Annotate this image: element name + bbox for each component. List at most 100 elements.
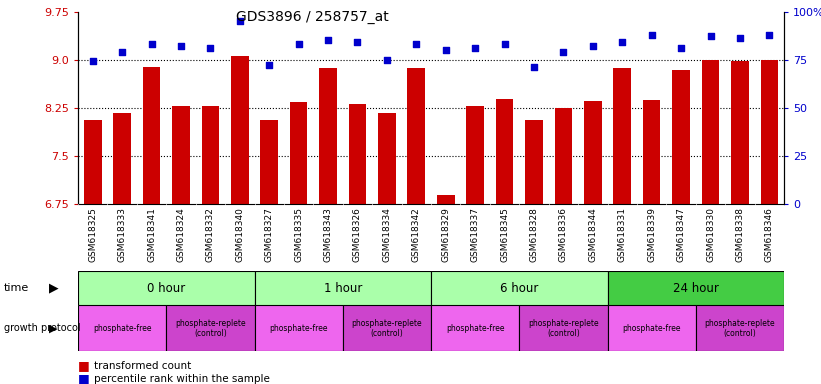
Bar [84,120,102,204]
Bar [343,305,431,351]
Bar [260,120,278,204]
Bar [78,305,166,351]
Text: GSM618333: GSM618333 [117,207,126,262]
Bar [431,305,519,351]
Bar [613,68,631,204]
Text: transformed count: transformed count [94,361,191,371]
Point [439,47,452,53]
Text: growth protocol: growth protocol [4,323,80,333]
Text: GSM618332: GSM618332 [206,207,215,262]
Text: GSM618328: GSM618328 [530,207,539,262]
Bar [166,305,255,351]
Bar [643,100,661,204]
Bar [255,305,343,351]
Text: GSM618326: GSM618326 [353,207,362,262]
Text: phosphate-replete
(control): phosphate-replete (control) [351,319,422,338]
Text: 1 hour: 1 hour [323,281,362,295]
Point [351,39,364,45]
Text: GSM618340: GSM618340 [236,207,245,262]
Text: GSM618344: GSM618344 [589,207,598,262]
Text: phosphate-free: phosphate-free [446,324,504,333]
Bar [555,108,572,204]
Bar [349,104,366,204]
Bar [608,271,784,305]
Bar [672,70,690,204]
Text: GSM618339: GSM618339 [647,207,656,262]
Bar [202,106,219,204]
Text: GSM618342: GSM618342 [412,207,421,262]
Point [586,43,599,49]
Text: GSM618334: GSM618334 [383,207,392,262]
Text: GSM618331: GSM618331 [617,207,626,262]
Bar [231,56,249,204]
Text: GDS3896 / 258757_at: GDS3896 / 258757_at [236,10,388,23]
Point [498,41,511,47]
Bar [172,106,190,204]
Bar [407,68,425,204]
Point [704,33,717,40]
Bar [525,120,543,204]
Bar [731,61,749,204]
Text: GSM618341: GSM618341 [147,207,156,262]
Point [380,56,393,63]
Text: phosphate-replete
(control): phosphate-replete (control) [704,319,775,338]
Point [645,31,658,38]
Bar [431,271,608,305]
Bar [466,106,484,204]
Point [292,41,305,47]
Text: 6 hour: 6 hour [500,281,539,295]
Bar [378,113,396,204]
Bar [496,99,513,204]
Text: GSM618345: GSM618345 [500,207,509,262]
Bar [255,271,431,305]
Point [675,45,688,51]
Text: phosphate-free: phosphate-free [269,324,328,333]
Text: phosphate-replete
(control): phosphate-replete (control) [175,319,245,338]
Text: GSM618330: GSM618330 [706,207,715,262]
Point [86,58,99,65]
Point [410,41,423,47]
Bar [702,60,719,204]
Point [263,62,276,68]
Point [116,49,129,55]
Text: phosphate-replete
(control): phosphate-replete (control) [528,319,599,338]
Bar [319,68,337,204]
Text: GSM618325: GSM618325 [88,207,97,262]
Point [557,49,570,55]
Point [204,45,217,51]
Bar [78,271,255,305]
Bar [437,195,455,204]
Text: ■: ■ [78,359,89,372]
Text: GSM618329: GSM618329 [441,207,450,262]
Text: GSM618338: GSM618338 [736,207,745,262]
Point [145,41,158,47]
Text: GSM618346: GSM618346 [765,207,774,262]
Bar [290,103,308,204]
Point [733,35,746,41]
Text: GSM618347: GSM618347 [677,207,686,262]
Text: GSM618337: GSM618337 [470,207,479,262]
Point [616,39,629,45]
Text: phosphate-free: phosphate-free [93,324,151,333]
Text: ■: ■ [78,372,89,384]
Bar [695,305,784,351]
Bar [760,60,778,204]
Text: percentile rank within the sample: percentile rank within the sample [94,374,270,384]
Text: GSM618324: GSM618324 [177,207,186,262]
Bar [143,67,160,204]
Point [233,18,246,24]
Text: GSM618336: GSM618336 [559,207,568,262]
Point [469,45,482,51]
Text: 24 hour: 24 hour [673,281,718,295]
Bar [113,113,131,204]
Point [322,37,335,43]
Bar [584,101,602,204]
Bar [608,305,696,351]
Point [527,64,540,70]
Point [174,43,187,49]
Text: GSM618335: GSM618335 [294,207,303,262]
Text: GSM618327: GSM618327 [264,207,273,262]
Text: GSM618343: GSM618343 [323,207,333,262]
Text: ▶: ▶ [49,323,57,333]
Text: time: time [4,283,30,293]
